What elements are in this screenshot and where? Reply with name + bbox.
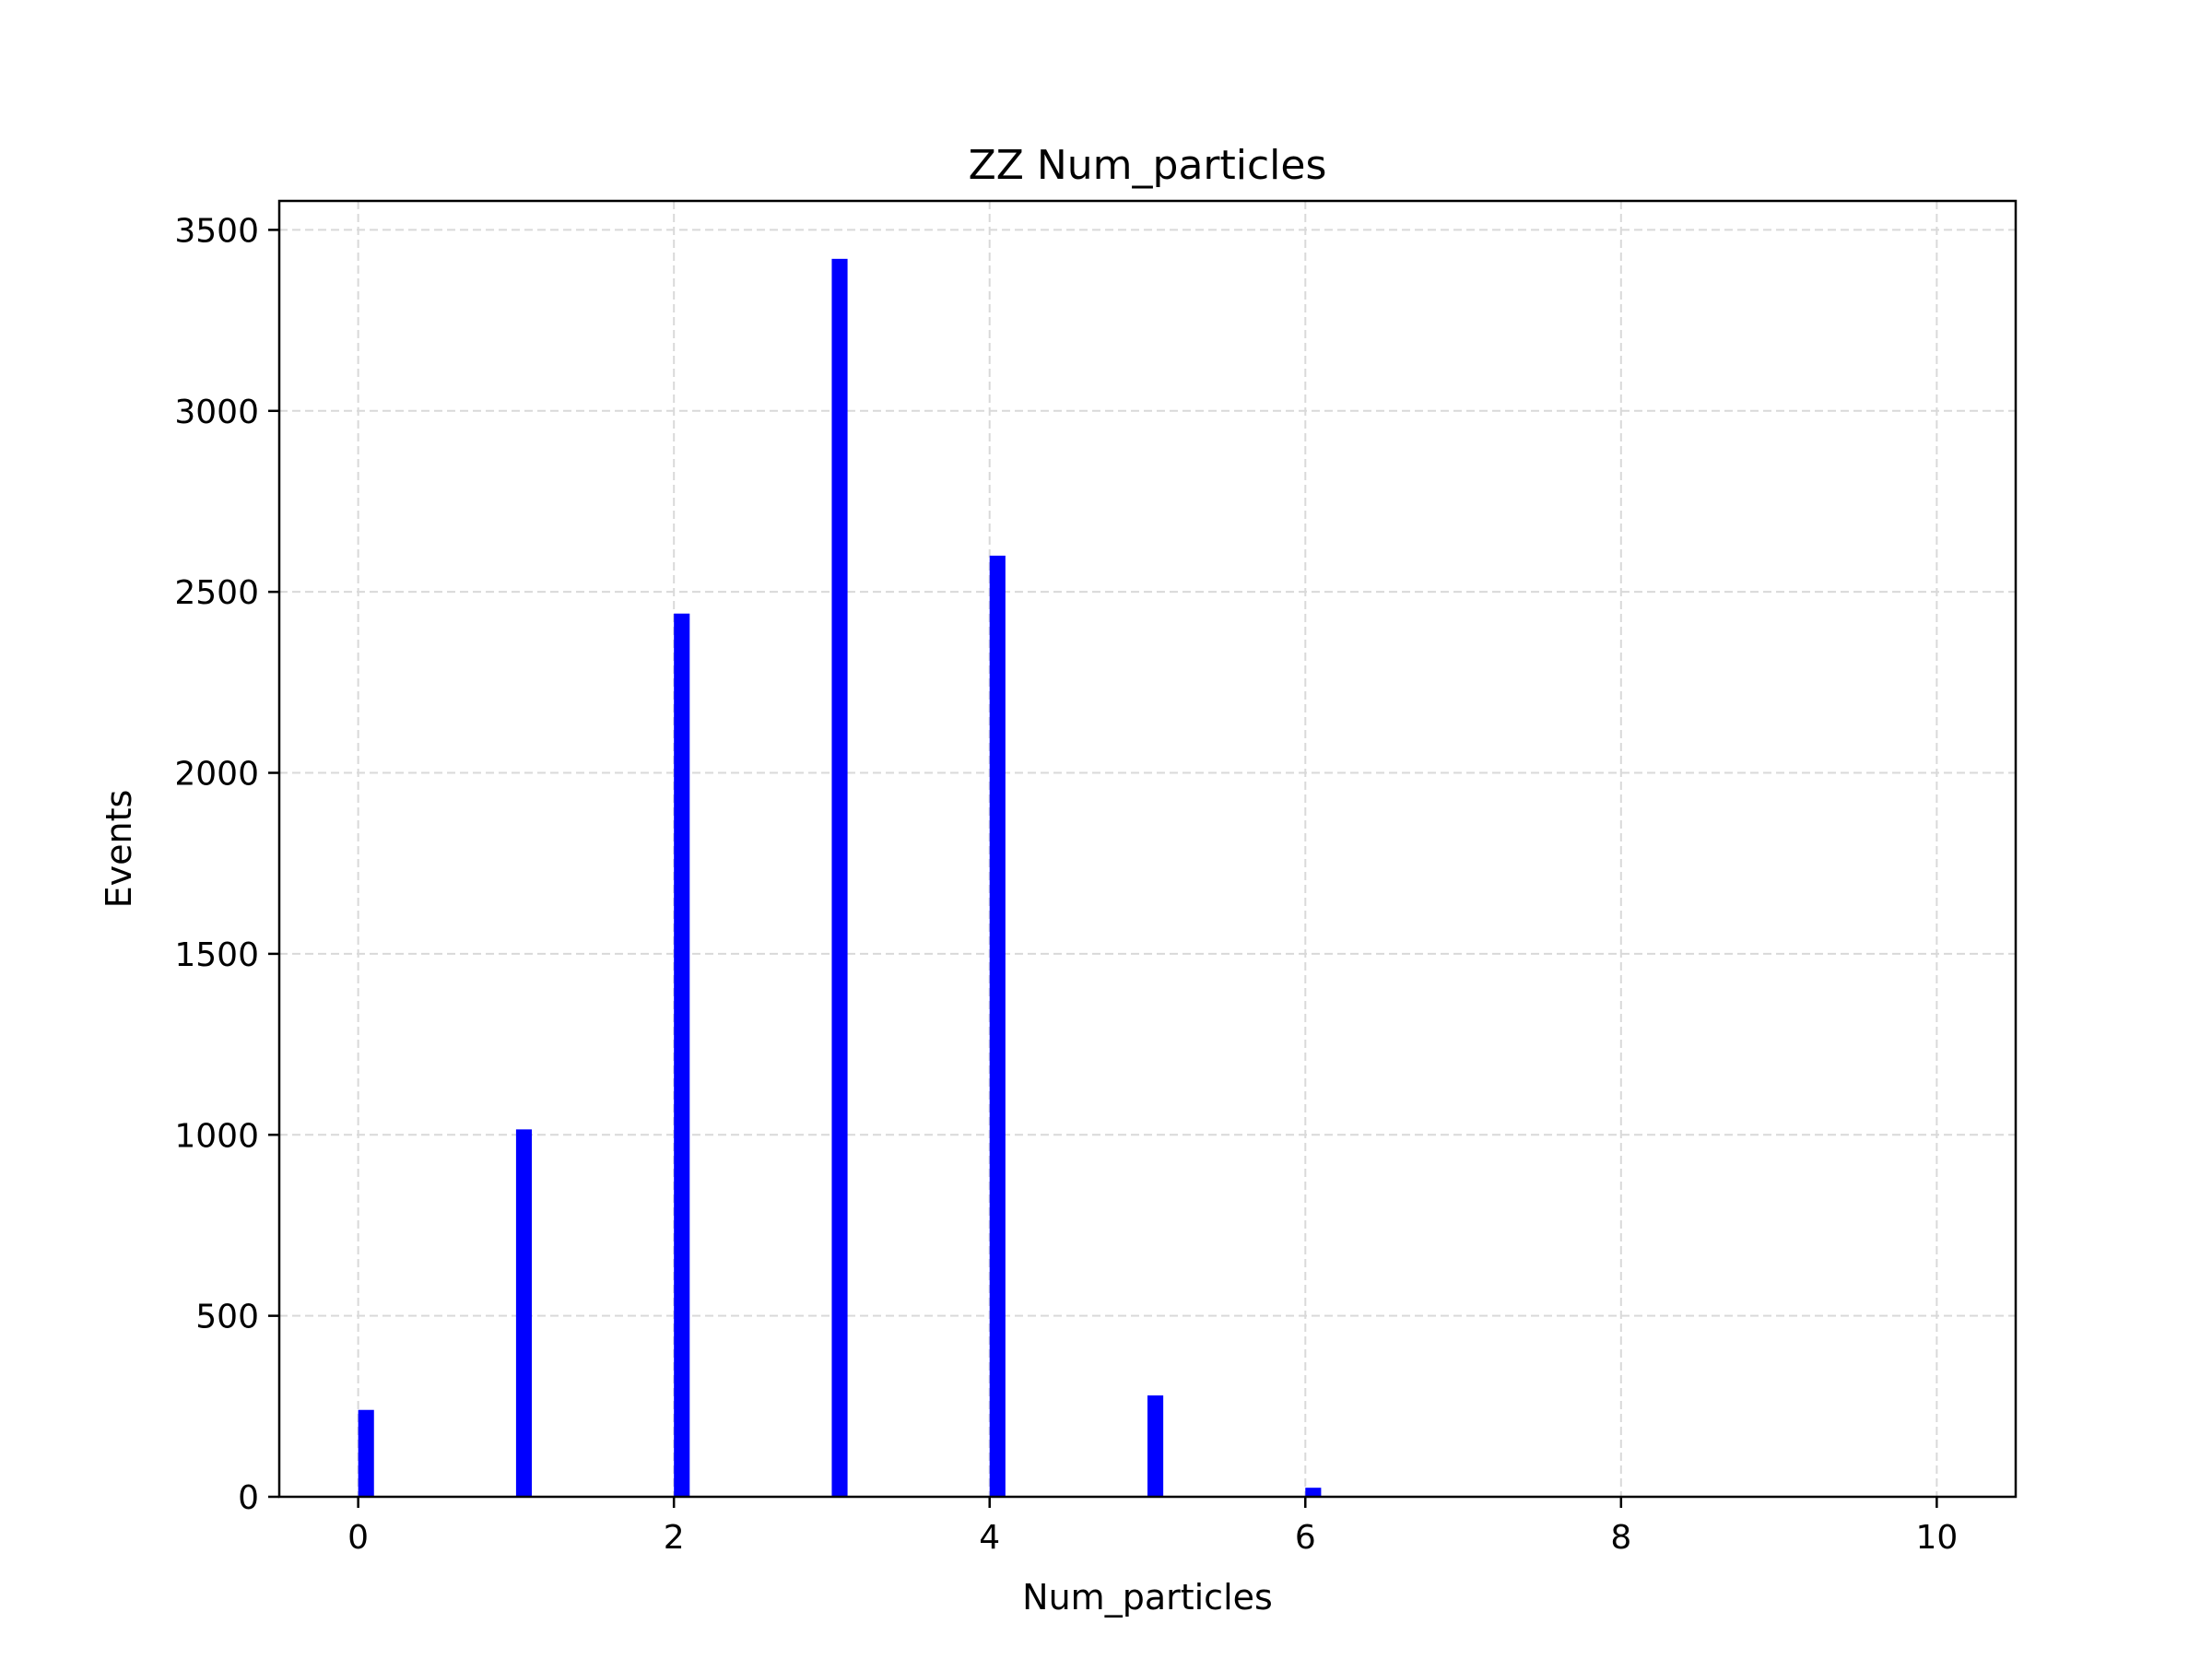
x-tick-label: 10 xyxy=(1915,1519,1958,1557)
y-tick-label: 1000 xyxy=(174,1117,259,1155)
chart-title: ZZ Num_particles xyxy=(969,142,1327,189)
x-tick-label: 2 xyxy=(664,1519,685,1557)
y-tick-label: 1500 xyxy=(174,936,259,974)
y-tick-label: 3500 xyxy=(174,212,259,250)
x-tick-label: 4 xyxy=(979,1519,1000,1557)
x-axis-ticks: 0 2 4 6 8 10 xyxy=(347,1497,1958,1557)
y-tick-label: 0 xyxy=(238,1479,259,1517)
bar-3 xyxy=(831,258,848,1497)
bar-1 xyxy=(515,1129,533,1497)
bars xyxy=(358,258,1322,1497)
x-tick-label: 8 xyxy=(1610,1519,1631,1557)
y-axis-ticks: 0 500 1000 1500 2000 2500 3000 3500 xyxy=(174,212,279,1517)
y-axis-label: Events xyxy=(99,790,139,909)
bar-0 xyxy=(358,1409,374,1497)
y-tick-label: 2000 xyxy=(174,756,259,794)
plot-frame xyxy=(277,199,2018,1499)
y-tick-label: 2500 xyxy=(174,574,259,612)
x-tick-label: 6 xyxy=(1295,1519,1316,1557)
y-tick-label: 500 xyxy=(195,1299,259,1336)
y-tick-label: 3000 xyxy=(174,394,259,431)
x-axis-label: Num_particles xyxy=(1022,1577,1273,1618)
bar-4 xyxy=(989,555,1006,1497)
bar-6 xyxy=(1305,1488,1322,1497)
bar-2 xyxy=(674,613,690,1497)
bar-5 xyxy=(1147,1395,1164,1497)
x-tick-label: 0 xyxy=(347,1519,369,1557)
